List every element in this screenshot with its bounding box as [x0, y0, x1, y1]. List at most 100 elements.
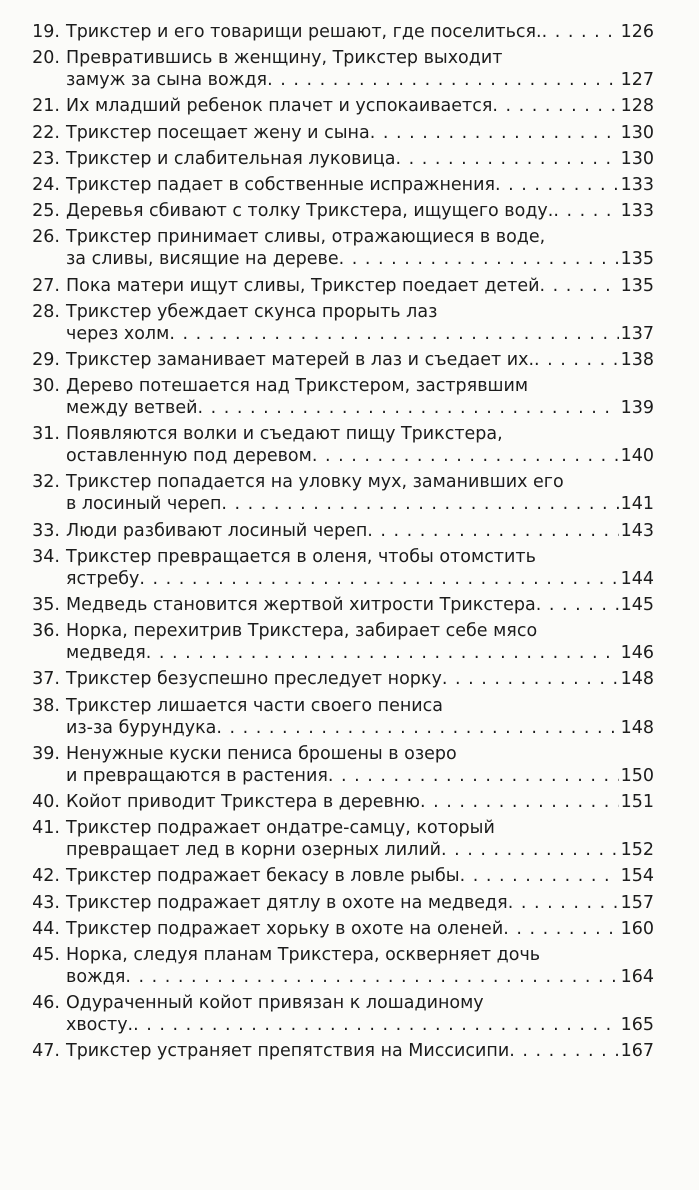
dot-leader: [133, 1014, 618, 1036]
entry-last-line: Трикстер падает в собственные испражнени…: [66, 174, 654, 196]
toc-entry: 30. Дерево потешается над Трикстером, зас…: [22, 375, 654, 419]
entry-number: 44.: [32, 918, 60, 939]
entry-title-line: Деревья сбивают с толку Трикстера, ищуще…: [66, 201, 554, 222]
entry-title-line: за сливы, висящие на дереве: [66, 249, 339, 270]
page-number: 167: [620, 1041, 654, 1062]
entry-title-line: Трикстер заманивает матерей в лаз и съед…: [66, 349, 535, 370]
dot-leader: [312, 445, 619, 467]
entry-last-line: хвосту. 165: [66, 1014, 654, 1036]
page-number: 138: [620, 349, 654, 370]
dot-leader: [503, 918, 618, 940]
dot-leader: [492, 95, 618, 117]
entry-body: Дерево потешается над Трикстером, застря…: [66, 375, 654, 419]
entry-last-line: Трикстер заманивает матерей в лаз и съед…: [66, 349, 654, 371]
page-number: 160: [620, 918, 654, 939]
page-number: 151: [620, 791, 654, 812]
dot-leader: [495, 174, 619, 196]
entry-number: 35.: [32, 595, 60, 615]
entry-body: Трикстер убеждает скунса прорыть лаз чере…: [66, 301, 654, 345]
dot-leader: [169, 323, 618, 345]
entry-number: 27.: [32, 275, 60, 296]
page-number: 154: [620, 866, 654, 887]
entry-title-line: Трикстер подражает хорьку в охоте на оле…: [66, 918, 504, 939]
entry-last-line: Медведь становится жертвой хитрости Трик…: [66, 594, 654, 616]
page-number: 139: [620, 398, 654, 419]
entry-title-line: медведя: [66, 643, 146, 664]
entry-last-line: замуж за сына вождя 127: [66, 69, 654, 91]
entry-title-line: Пока матери ищут сливы, Трикстер поедает…: [66, 275, 540, 296]
entry-last-line: медведя 146: [66, 642, 654, 664]
toc-entry: 34. Трикстер превращается в оленя, чтобы …: [22, 546, 654, 590]
entry-title-line: замуж за сына вождя: [66, 70, 268, 91]
entry-body: Появляются волки и съедают пищу Трикстер…: [66, 423, 654, 467]
dot-leader: [367, 520, 618, 542]
toc-entry: 38. Трикстер лишается части своего пениса…: [22, 695, 654, 739]
entry-title-line: Норка, следуя планам Трикстера, оскверня…: [66, 944, 541, 965]
toc-entry: 39. Ненужные куски пениса брошены в озеро…: [22, 743, 654, 787]
entry-title-line: Трикстер подражает бекасу в ловле рыбы: [66, 866, 460, 887]
entry-body: Их младший ребенок плачет и успокаиваетс…: [66, 95, 654, 117]
entry-last-line: ястребу 144: [66, 568, 654, 590]
entry-title-line: Превратившись в женщину, Трикстер выходи…: [66, 48, 503, 69]
page-number: 127: [620, 70, 654, 91]
page-number: 128: [620, 96, 654, 117]
toc-entry: 44. Трикстер подражает хорьку в охоте на …: [22, 918, 654, 940]
page-number: 146: [620, 643, 654, 664]
entry-last-line: Трикстер и его товарищи решают, где посе…: [66, 21, 654, 43]
entry-title-line: Трикстер лишается части своего пениса: [66, 695, 444, 716]
entry-body: Норка, следуя планам Трикстера, оскверня…: [66, 944, 654, 988]
entry-title-line: Дерево потешается над Трикстером, застря…: [66, 376, 529, 397]
entry-title-line: оставленную под деревом: [66, 446, 312, 467]
entry-body: Трикстер подражает бекасу в ловле рыбы 15…: [66, 865, 654, 887]
entry-number: 26.: [32, 227, 60, 248]
entry-body: Трикстер принимает сливы, отражающиеся в…: [66, 226, 654, 270]
entry-body: Медведь становится жертвой хитрости Трик…: [66, 594, 654, 616]
entry-number: 29.: [32, 349, 60, 370]
dot-leader: [328, 765, 619, 787]
toc-entry: 46. Одураченный койот привязан к лошадино…: [22, 992, 654, 1036]
entry-last-line: Трикстер подражает хорьку в охоте на оле…: [66, 918, 654, 940]
dot-leader: [146, 642, 619, 664]
toc-entry: 25. Деревья сбивают с толку Трикстера, ищ…: [22, 200, 654, 222]
entry-number: 36.: [32, 621, 60, 642]
entry-body: Трикстер безуспешно преследует норку 148: [66, 668, 654, 690]
toc-entry: 22. Трикстер посещает жену и сына 130: [22, 122, 654, 144]
toc-entry: 40. Койот приводит Трикстера в деревню 151: [22, 791, 654, 813]
entry-title-line: Трикстер и его товарищи решают, где посе…: [66, 22, 542, 42]
entry-body: Трикстер подражает дятлу в охоте на медв…: [66, 892, 654, 914]
entry-body: Трикстер устраняет препятствия на Миссис…: [66, 1040, 654, 1062]
entry-number: 34.: [32, 546, 60, 567]
entry-body: Трикстер падает в собственные испражнени…: [66, 174, 654, 196]
entry-body: Трикстер подражает ондатре-самцу, которы…: [66, 817, 654, 861]
entry-last-line: Трикстер подражает бекасу в ловле рыбы 15…: [66, 865, 654, 887]
entry-title-line: через холм: [66, 323, 170, 344]
dot-leader: [139, 568, 618, 590]
entry-last-line: Трикстер посещает жену и сына 130: [66, 122, 654, 144]
entry-title-line: превращает лед в корни озерных лилий: [66, 840, 442, 861]
entry-number: 39.: [32, 743, 60, 764]
page-number: 148: [620, 717, 654, 738]
entry-number: 47.: [32, 1041, 60, 1062]
entry-number: 25.: [32, 201, 60, 222]
dot-leader: [542, 21, 619, 43]
entry-title-line: Их младший ребенок плачет и успокаиваетс…: [66, 96, 493, 117]
page-number: 130: [620, 122, 654, 143]
page-number: 148: [620, 669, 654, 690]
entry-title-line: Трикстер подражает ондатре-самцу, которы…: [66, 818, 495, 839]
dot-leader: [540, 275, 619, 297]
entry-body: Превратившись в женщину, Трикстер выходи…: [66, 47, 654, 91]
entry-title-line: Трикстер и слабительная луковица: [66, 148, 396, 169]
entry-number: 30.: [32, 376, 60, 397]
toc-entry: 26. Трикстер принимает сливы, отражающиес…: [22, 226, 654, 270]
toc-entry: 43. Трикстер подражает дятлу в охоте на м…: [22, 892, 654, 914]
entry-number: 45.: [32, 944, 60, 965]
dot-leader: [370, 122, 619, 144]
entry-number: 22.: [32, 122, 60, 143]
entry-last-line: оставленную под деревом 140: [66, 445, 654, 467]
entry-number: 41.: [32, 818, 60, 839]
page-number: 157: [620, 892, 654, 913]
dot-leader: [339, 248, 619, 270]
entry-title-line: между ветвей: [66, 398, 198, 419]
entry-last-line: Трикстер устраняет препятствия на Миссис…: [66, 1040, 654, 1062]
